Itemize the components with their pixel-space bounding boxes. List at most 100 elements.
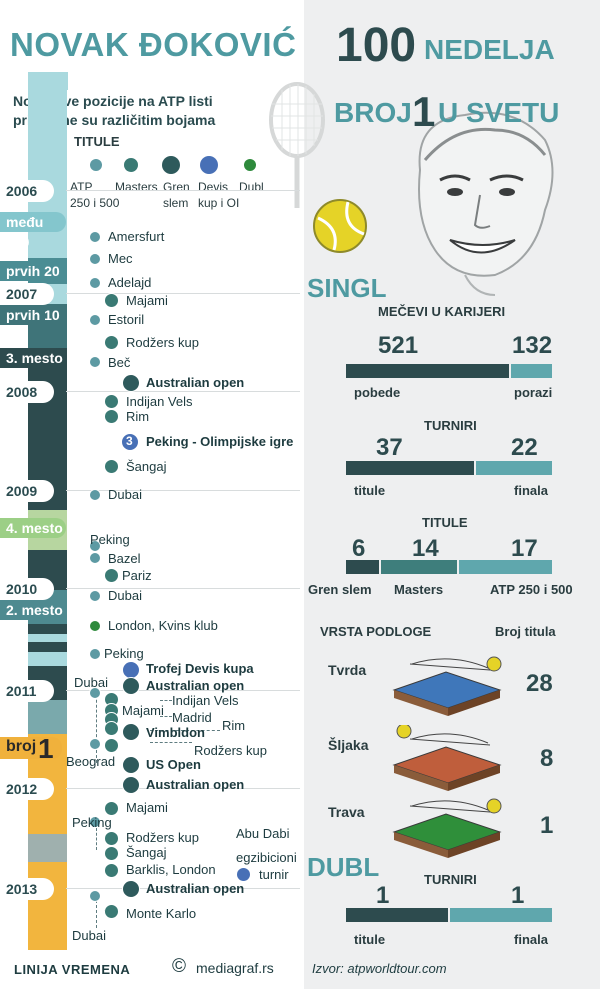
titule-title: TITULE (422, 515, 468, 530)
event-dot (89, 253, 101, 265)
player-name: NOVAK ĐOKOVIĆ (10, 26, 297, 63)
event-label: turnir (259, 867, 289, 882)
losses-bar (510, 364, 552, 378)
event-label: Australian open (146, 375, 245, 390)
masters-label: Masters (394, 582, 444, 597)
connector-line (96, 828, 97, 850)
event-label: Barklis, London (126, 862, 216, 877)
rank-number: 1 (412, 88, 436, 135)
legend-label: Dubl (239, 180, 264, 194)
event-label: Pariz (122, 568, 152, 583)
dubl-titles-label: titule (354, 932, 386, 947)
legend-label: 250 i 500 (70, 196, 120, 210)
connector-line (96, 745, 97, 763)
position-label-top10: prvih 10 (0, 305, 66, 325)
wins-value: 521 (378, 332, 419, 359)
gs-value: 6 (352, 535, 366, 562)
timeline-top-cap (28, 72, 68, 90)
year-separator (66, 293, 300, 294)
legend-label: ATP (70, 180, 93, 194)
event-label: Trofej Devis kupa (146, 661, 254, 676)
position-label-first: broj (0, 737, 62, 759)
event-label: Madrid (172, 710, 212, 725)
masters-value: 14 (412, 535, 439, 562)
year-separator (66, 788, 300, 789)
legend-dot (244, 159, 256, 171)
legend-label: slem (163, 196, 189, 210)
event-label: Peking (72, 815, 112, 830)
event-dot (89, 816, 101, 828)
court-icon (392, 798, 502, 858)
position-label-second: 2. mesto (0, 600, 66, 620)
event-label: Šangaj (126, 459, 167, 474)
event-label: Monte Karlo (126, 906, 197, 921)
copyright-icon: © (172, 956, 186, 977)
event-dot (89, 590, 101, 602)
dubl-finals-label: finala (514, 932, 548, 947)
singl-title: SINGL (307, 273, 387, 303)
event-label: Indijan Vels (126, 394, 193, 409)
timeline-segment (28, 834, 67, 862)
event-label: US Open (146, 757, 201, 772)
rank-suffix: U SVETU (438, 97, 560, 128)
player-portrait (418, 111, 554, 296)
event-label: Peking (90, 532, 130, 547)
dubl-titles-value: 1 (376, 882, 390, 909)
event-dot (103, 334, 119, 350)
losses-value: 132 (512, 332, 553, 359)
year-separator (66, 391, 300, 392)
connector-line (160, 716, 172, 717)
legend-label: Devis (198, 180, 229, 194)
event-label: Majami (126, 293, 168, 308)
event-dot (103, 458, 119, 474)
event-label: Indijan Vels (172, 693, 239, 708)
legend-dot (90, 159, 102, 171)
surface-count: 8 (540, 745, 554, 772)
finals-bar (475, 461, 552, 475)
position-label-first-number: 1 (38, 733, 54, 764)
event-label: Majami (126, 800, 168, 815)
event-dot (103, 800, 119, 816)
weeks-label: NEDELJA (424, 34, 555, 65)
event-label: Peking (104, 646, 144, 661)
event-dot (236, 867, 251, 882)
event-dot (103, 830, 119, 846)
event-label: Dubai (74, 675, 108, 690)
dubl-title: DUBL (307, 852, 380, 882)
rank-prefix: BROJ (334, 97, 412, 128)
event-label: Peking - Olimpijske igre (146, 434, 294, 449)
year-separator (66, 490, 300, 491)
surface-name: Tvrda (328, 662, 367, 678)
gs-bar (346, 560, 379, 574)
timeline-segment (28, 652, 67, 666)
event-label: Majami (122, 703, 164, 718)
event-label: Australian open (146, 678, 245, 693)
year-separator (66, 190, 300, 191)
year-2008: 2008 (0, 381, 54, 403)
event-dot (103, 845, 119, 861)
event-dot (89, 540, 101, 552)
wins-bar (346, 364, 509, 378)
year-separator (66, 888, 300, 889)
connector-line (96, 690, 97, 742)
timeline-segment (28, 862, 67, 950)
event-label: Vimbldon (146, 725, 205, 740)
finals-value: 22 (511, 434, 538, 461)
event-label: Mec (108, 251, 133, 266)
event-dot (122, 723, 140, 741)
event-dot (103, 720, 119, 736)
event-dot (103, 393, 119, 409)
event-dot (122, 776, 140, 794)
event-label: Abu Dabi (236, 826, 290, 841)
event-dot (122, 677, 140, 695)
weeks-number: 100 (336, 19, 417, 72)
connector-line (96, 900, 97, 928)
event-dot (121, 433, 139, 451)
event-dot (103, 292, 119, 308)
timeline-segment (28, 642, 67, 652)
event-dot (89, 687, 101, 699)
dubl-finals-value: 1 (511, 882, 525, 909)
event-label: Bazel (108, 551, 141, 566)
event-label: Šangaj (126, 845, 167, 860)
year-2012: 2012 (0, 778, 54, 800)
